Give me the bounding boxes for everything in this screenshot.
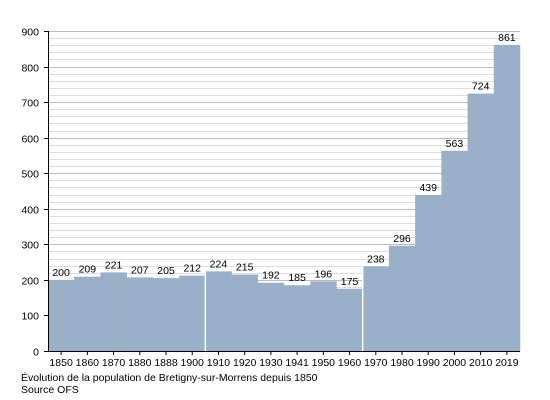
data-label: 212 <box>183 263 201 275</box>
axes <box>44 31 520 355</box>
bar-1930 <box>257 282 285 351</box>
y-tick-label: 0 <box>33 347 39 359</box>
chart-caption: Évolution de la population de Bretigny-s… <box>21 372 318 384</box>
x-tick-label: 1888 <box>154 357 178 369</box>
bar-1900 <box>179 275 206 351</box>
x-tick-label: 1980 <box>390 357 414 369</box>
bar-1970 <box>362 266 390 351</box>
bar-1941 <box>284 285 311 351</box>
y-tick-label: 100 <box>21 311 39 323</box>
y-tick-label: 800 <box>21 63 39 75</box>
x-tick-label: 1960 <box>338 357 362 369</box>
labels: 0 100 200 300 400 500 600 700 800 900 1850 1860 1870… <box>21 27 518 370</box>
x-tick-label: 1990 <box>417 357 441 369</box>
x-tick-label: 2000 <box>443 357 467 369</box>
x-tick-label: 2019 <box>495 357 519 369</box>
x-tick-label: 1950 <box>312 357 336 369</box>
bar-1950 <box>310 281 337 351</box>
data-label: 224 <box>210 258 228 270</box>
data-label: 439 <box>419 182 437 194</box>
data-label: 200 <box>52 267 70 279</box>
data-label: 196 <box>315 268 333 280</box>
bar-1990 <box>415 194 442 351</box>
data-label: 215 <box>236 262 254 274</box>
y-tick-label: 500 <box>21 169 39 181</box>
y-tick-label: 600 <box>21 134 39 146</box>
bar-1888 <box>152 278 180 351</box>
data-label: 185 <box>288 272 306 284</box>
data-label: 205 <box>157 265 175 277</box>
data-label: 296 <box>393 233 411 245</box>
bar-2000 <box>441 150 468 351</box>
chart-source: Source OFS <box>21 384 79 396</box>
y-tick-label: 300 <box>21 240 39 252</box>
y-tick-label: 700 <box>21 98 39 110</box>
bar-1980 <box>388 245 416 351</box>
x-tick-label: 1850 <box>49 357 73 369</box>
x-tick-label: 1920 <box>233 357 257 369</box>
bar-1850 <box>48 279 75 351</box>
x-tick-label: 1900 <box>181 357 205 369</box>
y-tick-label: 200 <box>21 276 39 288</box>
x-tick-label: 1970 <box>364 357 388 369</box>
data-label: 209 <box>79 264 97 276</box>
data-label: 192 <box>262 270 280 282</box>
data-label: 724 <box>472 81 490 93</box>
data-label: 221 <box>105 259 123 271</box>
x-tick-label: 1880 <box>128 357 152 369</box>
bar-1960 <box>336 288 363 351</box>
y-tick-label: 900 <box>21 27 39 39</box>
data-label: 238 <box>367 253 385 265</box>
x-tick-label: 1930 <box>259 357 283 369</box>
bar-2019 <box>493 44 521 351</box>
y-tick-label: 400 <box>21 205 39 217</box>
x-tick-label: 1910 <box>207 357 231 369</box>
bars <box>48 44 521 352</box>
bar-1920 <box>231 274 259 351</box>
bar-1860 <box>74 276 101 351</box>
bar-2010 <box>467 93 495 352</box>
bar-1880 <box>126 277 154 351</box>
bar-1910 <box>205 271 232 351</box>
data-label: 861 <box>498 32 516 44</box>
x-tick-label: 1870 <box>102 357 126 369</box>
data-label: 563 <box>446 138 464 150</box>
data-label: 207 <box>131 264 149 276</box>
x-tick-label: 1941 <box>285 357 309 369</box>
data-label: 175 <box>341 276 359 288</box>
x-tick-label: 2010 <box>469 357 493 369</box>
x-tick-label: 1860 <box>76 357 100 369</box>
bar-1870 <box>100 272 127 351</box>
